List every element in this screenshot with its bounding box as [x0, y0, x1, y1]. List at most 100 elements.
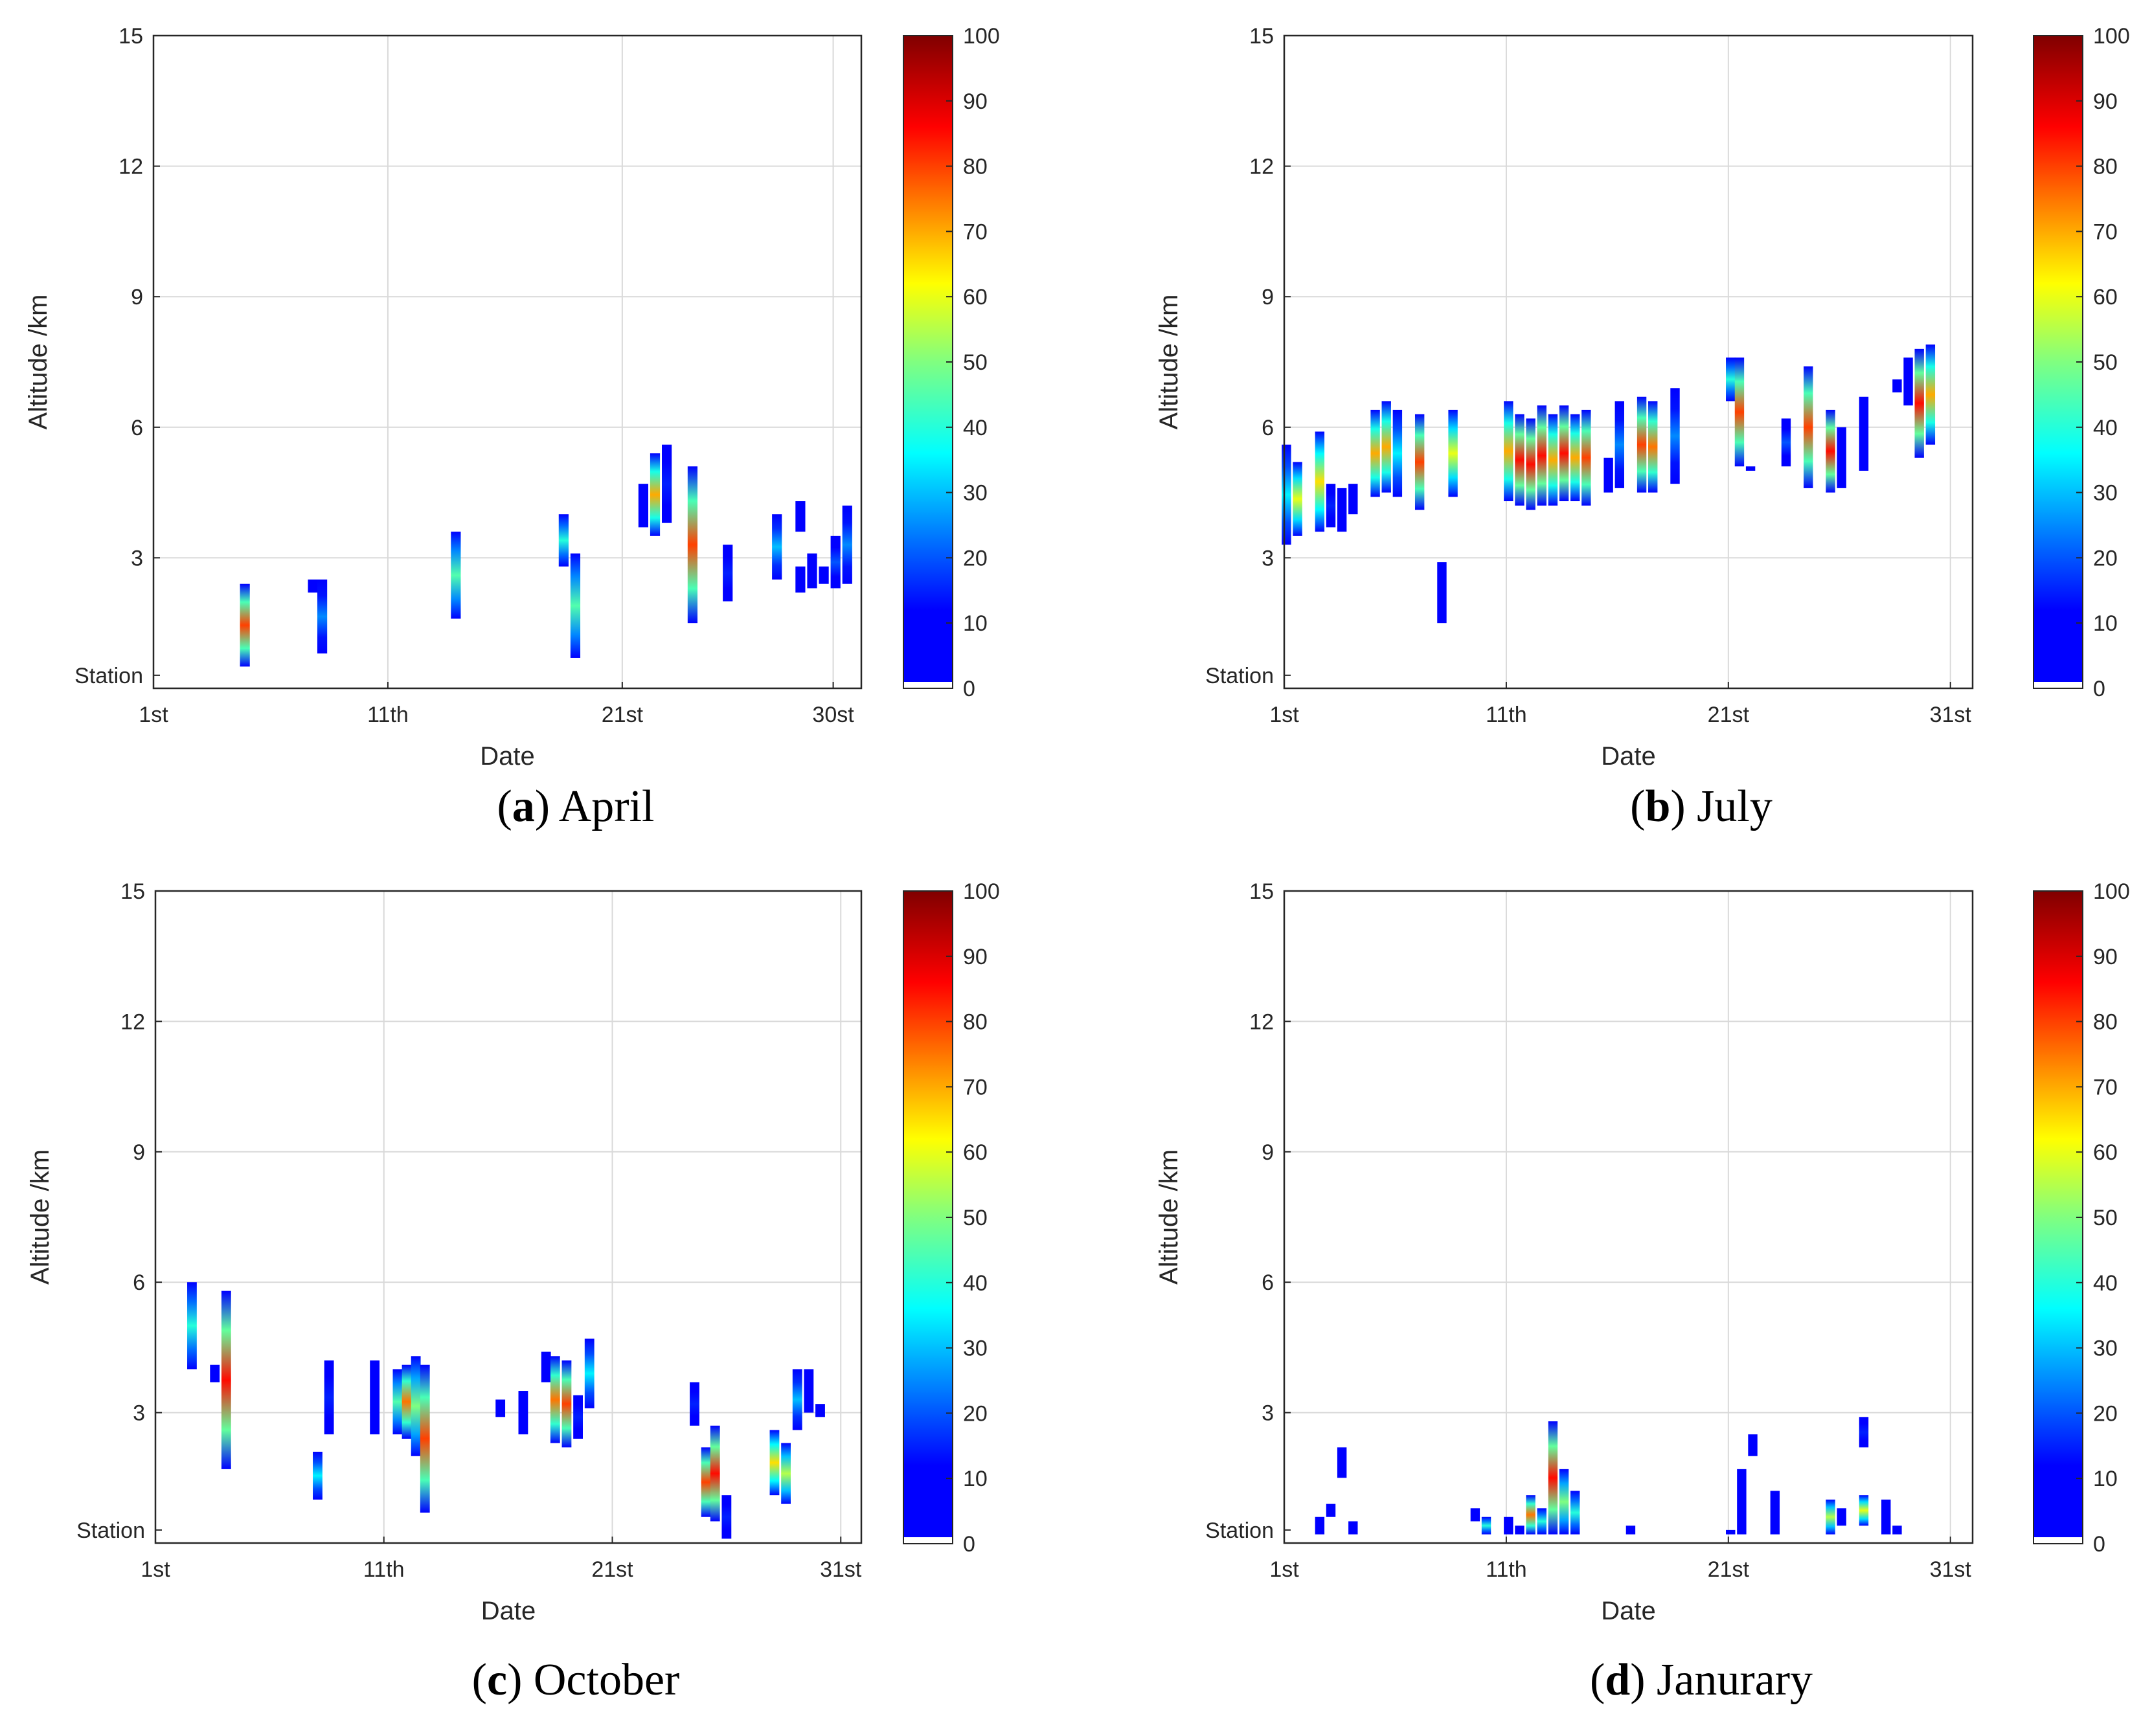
data-column [313, 1452, 323, 1500]
panel-b: 1st 11th 21st 31st Station 3 6 9 12 15 Date Altitud… [1155, 24, 2130, 831]
colorbar-tick-label: 30 [963, 1336, 988, 1361]
x-tick-label: 1st [141, 1557, 170, 1582]
data-column [240, 583, 250, 667]
data-column [221, 1291, 231, 1469]
data-column [1448, 409, 1458, 497]
colorbar-tick-label: 100 [963, 879, 1000, 904]
colorbar-zero-band [2033, 682, 2083, 688]
data-column [187, 1282, 197, 1370]
x-axis-label: Date [1601, 742, 1656, 771]
colorbar-tick-label: 10 [2093, 1467, 2118, 1491]
data-column [1559, 1469, 1569, 1535]
data-column [1826, 409, 1835, 493]
data-column [807, 553, 817, 589]
colorbar [903, 891, 953, 1544]
x-tick-label: 21st [1708, 703, 1750, 727]
data-column [1326, 484, 1336, 528]
colorbar-tick-label: 40 [963, 1271, 988, 1296]
data-column [723, 545, 733, 602]
x-tick-label: 31st [820, 1557, 862, 1582]
caption-open-paren: ( [1590, 1655, 1605, 1705]
x-tick-label: 21st [602, 703, 644, 727]
caption-letter: b [1645, 782, 1670, 831]
data-column [1859, 1495, 1869, 1526]
y-tick-label: 6 [1262, 416, 1274, 440]
y-tick-label: Station [74, 664, 143, 688]
colorbar-tick-label: 70 [963, 1075, 988, 1099]
colorbar-tick-label: 20 [963, 1401, 988, 1426]
data-column [1837, 427, 1846, 488]
colorbar-tick-label: 80 [2093, 155, 2118, 179]
colorbar-tick-label: 30 [2093, 1336, 2118, 1361]
data-column [1504, 1516, 1513, 1535]
y-tick-label: 15 [1249, 24, 1274, 49]
data-column [1670, 388, 1680, 484]
data-column [1781, 418, 1791, 467]
colorbar-tick-label: 40 [963, 416, 988, 440]
axes-box [1283, 890, 1974, 1544]
colorbar-tick-label: 90 [963, 945, 988, 969]
y-tick-label: 15 [119, 24, 143, 49]
data-column [1570, 1491, 1580, 1535]
data-column [701, 1447, 711, 1517]
colorbar-tick-label: 70 [2093, 1075, 2118, 1099]
colorbar-zero-band [903, 682, 953, 688]
colorbar-tick-label: 30 [2093, 481, 2118, 506]
data-column [1914, 348, 1924, 458]
plot-area [153, 36, 861, 688]
x-tick-label: 31st [1930, 1557, 1972, 1582]
x-tick-label: 11th [1486, 703, 1527, 727]
y-tick-label: 12 [1249, 155, 1274, 179]
y-tick-label: 12 [1249, 1009, 1274, 1034]
colorbar-tick-label: 30 [963, 481, 988, 506]
data-column [1626, 1526, 1636, 1535]
y-tick-label: 12 [120, 1009, 145, 1034]
caption-text: ) April [535, 782, 655, 831]
data-column [558, 514, 569, 567]
y-tick-label: 3 [131, 546, 143, 570]
colorbar-tick-label: 70 [2093, 220, 2118, 244]
data-column [1315, 1516, 1325, 1535]
data-column [561, 1360, 572, 1448]
caption-letter: a [512, 782, 535, 831]
x-tick-label: 1st [1269, 1557, 1299, 1582]
data-column [1614, 401, 1624, 488]
data-column [1337, 1447, 1347, 1478]
colorbar-tick-label: 50 [963, 350, 988, 375]
data-column [1826, 1499, 1835, 1535]
panel-d: 1st 11th 21st 31st Station 3 6 9 12 15 Date Altitud… [1155, 879, 2130, 1705]
data-column [710, 1425, 720, 1522]
data-column [1437, 562, 1447, 624]
data-column [662, 444, 672, 523]
x-axis-label: Date [480, 742, 535, 771]
data-column [1881, 1499, 1891, 1535]
data-column [769, 1430, 780, 1496]
caption-open-paren: ( [1630, 782, 1645, 831]
colorbar-zero-band [2033, 1537, 2083, 1544]
data-column [317, 580, 328, 654]
y-tick-label: 6 [133, 1270, 145, 1295]
data-column [721, 1495, 732, 1539]
data-column [1414, 414, 1425, 510]
data-column [573, 1395, 583, 1439]
data-column [550, 1356, 560, 1443]
data-column [1903, 357, 1913, 406]
y-tick-label: 3 [1262, 1401, 1274, 1426]
data-column [1315, 431, 1325, 532]
x-tick-label: 11th [1486, 1557, 1527, 1582]
y-tick-label: 6 [1262, 1270, 1274, 1295]
data-column [1526, 1495, 1535, 1535]
colorbar-tick-label: 40 [2093, 416, 2118, 440]
colorbar-tick-label: 90 [2093, 945, 2118, 969]
plot-area [155, 891, 861, 1543]
data-column [1470, 1508, 1480, 1522]
data-column [1892, 1526, 1902, 1535]
data-column [815, 1404, 825, 1417]
data-column [1892, 379, 1902, 393]
axes-box [1283, 34, 1974, 690]
data-column [1504, 401, 1513, 502]
data-column [1859, 396, 1869, 471]
data-column [1837, 1508, 1846, 1526]
colorbar-tick-label: 20 [2093, 546, 2118, 570]
caption-text: ) Janurary [1630, 1655, 1813, 1705]
